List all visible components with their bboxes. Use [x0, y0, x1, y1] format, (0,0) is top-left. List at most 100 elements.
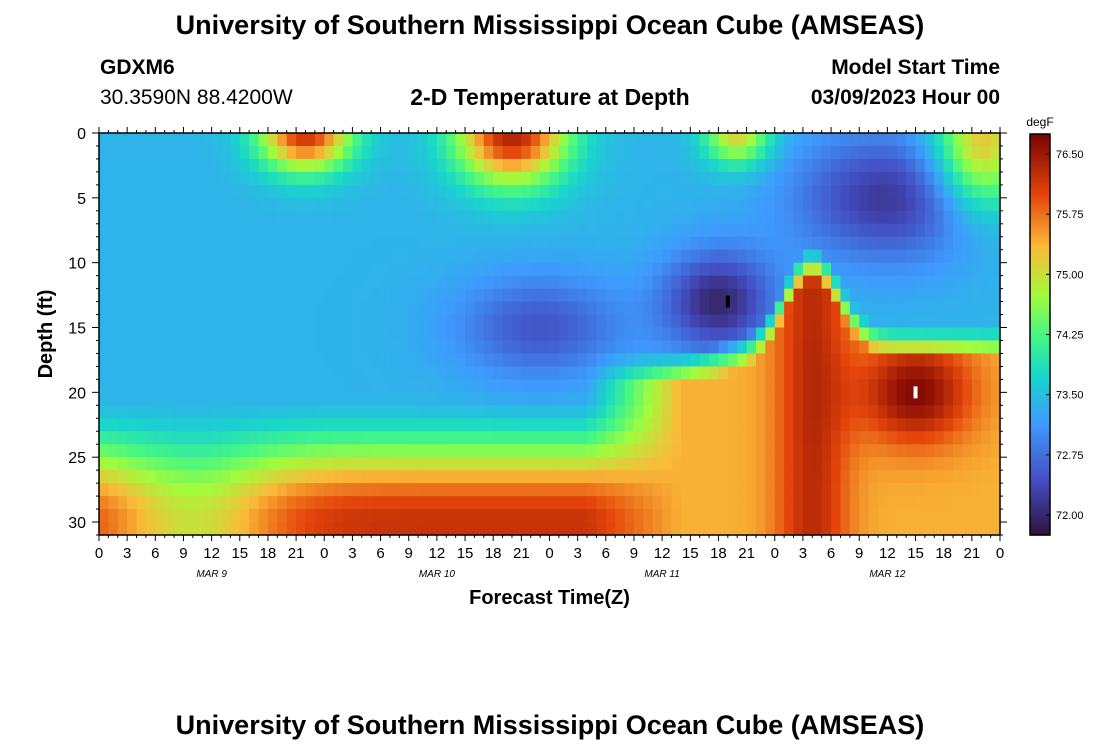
heatmap-cell — [183, 327, 194, 342]
heatmap-cell — [389, 301, 400, 316]
x-tick-label: 15 — [682, 545, 699, 562]
heatmap-cell — [802, 158, 813, 173]
heatmap-cell — [399, 314, 410, 329]
heatmap-cell — [202, 314, 213, 329]
x-tick-label: 0 — [771, 545, 779, 562]
heatmap-cell — [155, 509, 166, 523]
heatmap-cell — [868, 327, 879, 342]
heatmap-cell — [521, 210, 532, 225]
heatmap-cell — [483, 171, 494, 186]
heatmap-cell — [831, 301, 842, 316]
heatmap-cell — [277, 314, 288, 329]
heatmap-cell — [690, 210, 701, 225]
x-tick-label: 18 — [935, 545, 952, 562]
heatmap-cell — [343, 483, 354, 497]
heatmap-cell — [296, 133, 307, 147]
heatmap-cell — [709, 158, 720, 173]
heatmap-cell — [793, 223, 804, 238]
heatmap-cell — [127, 288, 138, 303]
heatmap-cell — [221, 158, 231, 173]
heatmap-cell — [577, 379, 588, 393]
heatmap-cell — [812, 145, 823, 160]
heatmap-cell — [502, 314, 513, 329]
heatmap-cell — [690, 184, 701, 199]
heatmap-cell — [540, 431, 551, 445]
heatmap-cell — [624, 145, 635, 160]
heatmap-cell — [211, 327, 222, 342]
heatmap-cell — [277, 288, 288, 303]
heatmap-cell — [840, 340, 851, 355]
heatmap-cell — [709, 288, 720, 303]
heatmap-cell — [99, 158, 109, 173]
heatmap-cell — [277, 301, 288, 316]
heatmap-cell — [502, 392, 513, 406]
heatmap-cell — [981, 340, 992, 355]
colorbar-unit: degF — [1026, 115, 1053, 129]
heatmap-cell — [211, 249, 222, 264]
heatmap-cell — [568, 418, 579, 432]
colorbar-segment — [1030, 222, 1050, 225]
heatmap-cell — [605, 184, 616, 199]
heatmap-cell — [633, 522, 644, 536]
heatmap-cell — [277, 340, 288, 355]
colorbar-segment — [1030, 388, 1050, 392]
heatmap-cell — [906, 340, 917, 355]
colorbar-segment — [1030, 458, 1050, 462]
heatmap-cell — [117, 210, 128, 225]
heatmap-cell — [521, 392, 532, 406]
heatmap-cell — [831, 288, 842, 303]
colorbar-segment — [1030, 472, 1050, 476]
heatmap-cell — [727, 249, 738, 264]
heatmap-cell — [915, 314, 926, 329]
heatmap-cell — [877, 418, 888, 432]
heatmap-cell — [859, 133, 870, 147]
heatmap-cell — [774, 340, 785, 355]
heatmap-cell — [652, 418, 663, 432]
heatmap-cell — [671, 288, 682, 303]
colorbar-segment — [1030, 170, 1050, 173]
heatmap-cell — [286, 210, 297, 225]
heatmap-cell — [990, 366, 1001, 380]
heatmap-cell — [868, 314, 879, 329]
heatmap-cell — [108, 457, 119, 471]
colorbar-segment — [1030, 518, 1050, 522]
heatmap-cell — [511, 223, 522, 238]
heatmap-cell — [755, 431, 766, 445]
heatmap-cell — [812, 353, 823, 368]
heatmap-cell — [493, 184, 504, 199]
heatmap-cell — [849, 171, 860, 186]
heatmap-cell — [136, 522, 147, 536]
heatmap-cell — [896, 223, 907, 238]
colorbar-segment — [1030, 248, 1050, 251]
heatmap-cell — [221, 197, 231, 212]
heatmap-cell — [117, 223, 128, 238]
heatmap-cell — [633, 327, 644, 342]
heatmap-cell — [324, 431, 335, 445]
heatmap-cell — [699, 405, 710, 419]
heatmap-cell — [352, 197, 363, 212]
heatmap-cell — [615, 470, 626, 484]
colorbar-segment — [1030, 456, 1050, 460]
heatmap-cell — [183, 353, 194, 368]
y-tick-label: 5 — [77, 191, 86, 208]
heatmap-cell — [943, 275, 954, 290]
heatmap-cell — [831, 340, 842, 355]
heatmap-cell — [174, 210, 185, 225]
colorbar-segment — [1030, 354, 1050, 358]
heatmap-cell — [821, 431, 832, 445]
heatmap-cell — [249, 379, 260, 393]
heatmap-cell — [389, 133, 400, 147]
heatmap-cell — [877, 353, 888, 368]
heatmap-cell — [709, 184, 720, 199]
heatmap-cell — [540, 249, 551, 264]
heatmap-cell — [249, 262, 260, 277]
heatmap-cell — [108, 301, 119, 316]
heatmap-cell — [127, 405, 138, 419]
heatmap-cell — [568, 405, 579, 419]
heatmap-cell — [774, 509, 785, 523]
heatmap-cell — [765, 522, 776, 536]
heatmap-cell — [671, 184, 682, 199]
heatmap-cell — [624, 522, 635, 536]
heatmap-cell — [155, 327, 166, 342]
colorbar-segment — [1030, 312, 1050, 316]
